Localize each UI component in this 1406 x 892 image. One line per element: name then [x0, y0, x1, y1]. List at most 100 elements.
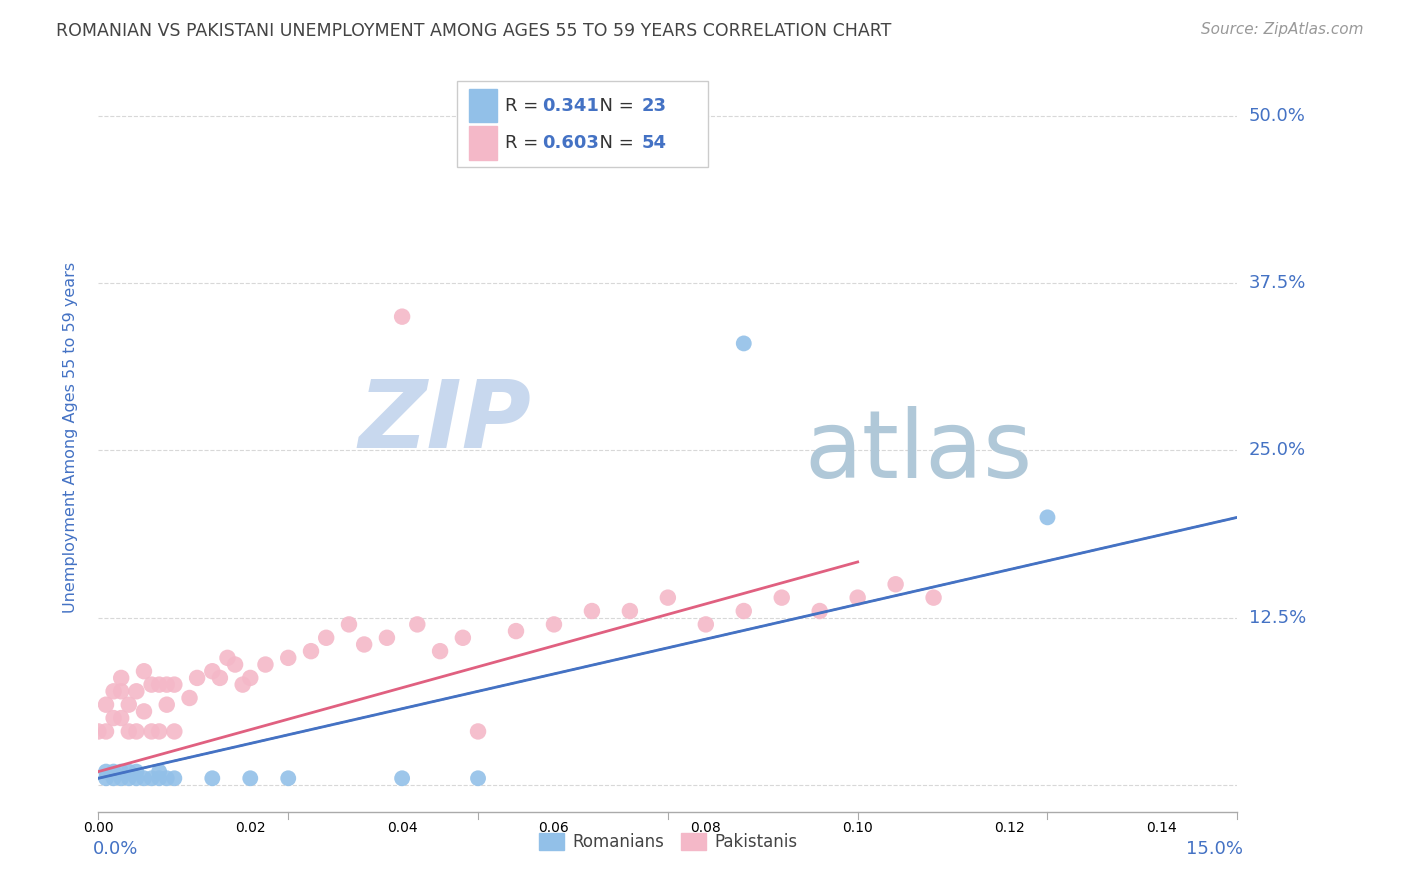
Text: ZIP: ZIP — [359, 376, 531, 468]
Point — [451, 631, 474, 645]
Point — [132, 705, 155, 719]
Text: 0.0%: 0.0% — [93, 840, 138, 858]
Point — [125, 684, 148, 698]
Point — [103, 764, 125, 779]
Point — [277, 651, 299, 665]
Point — [429, 644, 451, 658]
Text: 23: 23 — [641, 97, 666, 115]
Point — [125, 771, 148, 786]
Y-axis label: Unemployment Among Ages 55 to 59 years: Unemployment Among Ages 55 to 59 years — [63, 261, 77, 613]
Legend: Romanians, Pakistanis: Romanians, Pakistanis — [531, 826, 804, 857]
Point — [141, 678, 163, 692]
Point — [94, 771, 117, 786]
Point — [543, 617, 565, 632]
Point — [391, 771, 413, 786]
Point — [695, 617, 717, 632]
Point — [217, 651, 239, 665]
Point — [132, 664, 155, 679]
Point — [163, 771, 186, 786]
Text: atlas: atlas — [804, 406, 1033, 498]
Point — [118, 698, 141, 712]
Point — [118, 771, 141, 786]
Point — [467, 771, 489, 786]
Point — [156, 698, 179, 712]
Point — [581, 604, 603, 618]
FancyBboxPatch shape — [457, 81, 707, 168]
Text: R =: R = — [505, 97, 544, 115]
Point — [353, 637, 375, 651]
FancyBboxPatch shape — [468, 88, 498, 122]
Point — [179, 690, 201, 705]
Text: 50.0%: 50.0% — [1249, 107, 1306, 125]
Text: 0.603: 0.603 — [543, 135, 599, 153]
Point — [657, 591, 679, 605]
Point — [239, 771, 262, 786]
Point — [505, 624, 527, 639]
Point — [163, 678, 186, 692]
Point — [110, 684, 132, 698]
Point — [110, 764, 132, 779]
Point — [186, 671, 208, 685]
Text: 54: 54 — [641, 135, 666, 153]
Point — [110, 711, 132, 725]
Point — [132, 771, 155, 786]
Text: 15.0%: 15.0% — [1187, 840, 1243, 858]
Point — [156, 678, 179, 692]
Point — [103, 771, 125, 786]
Point — [163, 724, 186, 739]
Point — [156, 771, 179, 786]
Point — [110, 671, 132, 685]
Point — [141, 771, 163, 786]
Point — [125, 724, 148, 739]
Point — [733, 604, 755, 618]
Point — [118, 764, 141, 779]
Point — [619, 604, 641, 618]
Text: N =: N = — [588, 97, 640, 115]
Point — [239, 671, 262, 685]
Point — [391, 310, 413, 324]
Text: R =: R = — [505, 135, 544, 153]
Point — [467, 724, 489, 739]
Point — [315, 631, 337, 645]
Point — [94, 698, 117, 712]
Point — [733, 336, 755, 351]
Point — [1036, 510, 1059, 524]
Point — [277, 771, 299, 786]
Text: Source: ZipAtlas.com: Source: ZipAtlas.com — [1201, 22, 1364, 37]
Point — [110, 771, 132, 786]
Point — [232, 678, 254, 692]
Point — [201, 771, 224, 786]
Point — [299, 644, 322, 658]
Text: 12.5%: 12.5% — [1249, 608, 1306, 627]
Point — [148, 764, 170, 779]
Point — [201, 664, 224, 679]
Point — [884, 577, 907, 591]
Point — [94, 764, 117, 779]
Text: 37.5%: 37.5% — [1249, 274, 1306, 293]
Point — [224, 657, 246, 672]
Point — [125, 764, 148, 779]
Point — [375, 631, 398, 645]
Point — [103, 711, 125, 725]
Point — [808, 604, 831, 618]
Text: 25.0%: 25.0% — [1249, 442, 1306, 459]
Point — [148, 678, 170, 692]
Point — [87, 724, 110, 739]
Point — [846, 591, 869, 605]
Point — [922, 591, 945, 605]
Text: N =: N = — [588, 135, 640, 153]
Point — [141, 724, 163, 739]
FancyBboxPatch shape — [468, 126, 498, 160]
Point — [118, 724, 141, 739]
Text: 0.341: 0.341 — [543, 97, 599, 115]
Point — [94, 724, 117, 739]
Point — [148, 724, 170, 739]
Point — [103, 684, 125, 698]
Point — [148, 771, 170, 786]
Point — [337, 617, 360, 632]
Point — [770, 591, 793, 605]
Point — [208, 671, 231, 685]
Point — [406, 617, 429, 632]
Point — [254, 657, 277, 672]
Text: ROMANIAN VS PAKISTANI UNEMPLOYMENT AMONG AGES 55 TO 59 YEARS CORRELATION CHART: ROMANIAN VS PAKISTANI UNEMPLOYMENT AMONG… — [56, 22, 891, 40]
